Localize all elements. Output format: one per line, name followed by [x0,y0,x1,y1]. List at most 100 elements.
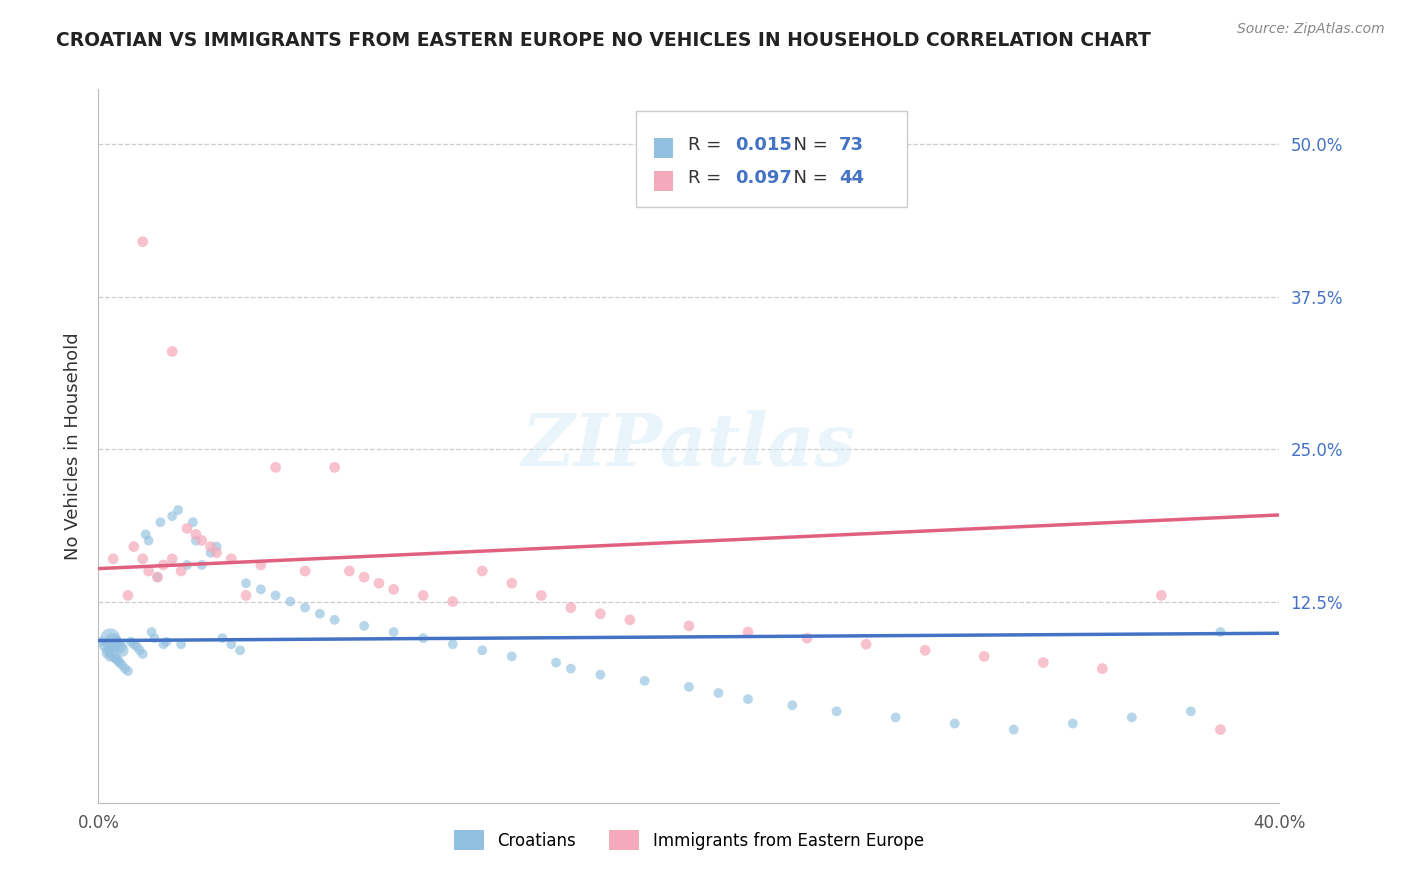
Point [132,647,155,661]
Point [152,637,174,651]
Point [560,600,582,615]
Point [162,344,183,359]
Point [170,564,193,578]
Point [176,521,198,535]
Point [98,649,121,664]
Point [678,680,700,694]
Point [339,564,361,578]
Point [200,540,222,554]
Point [1209,625,1232,640]
Point [412,631,434,645]
Point [280,594,302,608]
Point [90,634,112,648]
Point [138,533,160,548]
Point [1032,656,1054,670]
Point [105,652,128,666]
Point [530,589,553,603]
Point [353,570,375,584]
Point [117,664,139,678]
Point [235,576,257,591]
Point [382,625,405,640]
Text: N =: N = [782,136,834,153]
Point [128,643,150,657]
Point [103,649,125,664]
Point [737,625,759,640]
Point [149,515,172,529]
Point [501,649,523,664]
Point [181,515,204,529]
Point [211,631,233,645]
Point [105,637,128,651]
Point [96,643,118,657]
Point [707,686,730,700]
Point [589,667,612,681]
Point [191,533,214,548]
Text: R =: R = [688,169,727,187]
Point [96,646,118,660]
Point [122,540,145,554]
Point [170,637,193,651]
Point [125,640,148,654]
Point [1062,716,1084,731]
Point [132,551,155,566]
Point [167,503,190,517]
Point [108,656,131,670]
Point [141,625,163,640]
Point [105,652,128,666]
Point [323,460,346,475]
Point [205,540,228,554]
Point [353,619,375,633]
FancyBboxPatch shape [636,111,907,207]
Text: R =: R = [688,136,727,153]
Point [135,527,157,541]
Point [250,582,273,597]
Text: 73: 73 [839,136,863,153]
Y-axis label: No Vehicles in Household: No Vehicles in Household [63,332,82,560]
Point [943,716,966,731]
Point [162,551,183,566]
Point [235,589,257,603]
Point [1002,723,1025,737]
Point [1091,662,1114,676]
Point [294,564,316,578]
Bar [654,138,673,159]
Point [98,646,121,660]
Point [855,637,877,651]
Text: N =: N = [782,169,834,187]
Point [111,643,134,657]
Point [221,551,243,566]
Point [184,527,207,541]
Text: 0.015: 0.015 [735,136,792,153]
Point [501,576,523,591]
Point [155,634,177,648]
Text: 0.097: 0.097 [735,169,792,187]
Text: CROATIAN VS IMMIGRANTS FROM EASTERN EUROPE NO VEHICLES IN HOUSEHOLD CORRELATION : CROATIAN VS IMMIGRANTS FROM EASTERN EURO… [56,31,1152,50]
Point [205,546,228,560]
Point [108,640,131,654]
Point [108,654,131,668]
Point [412,589,434,603]
Point [93,640,115,654]
Point [162,509,183,524]
Point [323,613,346,627]
Point [634,673,657,688]
Point [619,613,641,627]
Bar [654,171,673,191]
Point [138,564,160,578]
Point [294,600,316,615]
Point [560,662,582,676]
Point [120,634,142,648]
Point [825,704,848,718]
Point [1150,589,1173,603]
Point [1180,704,1202,718]
Point [191,558,214,572]
Point [471,564,494,578]
Point [176,558,198,572]
Point [146,570,169,584]
Point [546,656,568,670]
Point [782,698,804,713]
Point [589,607,612,621]
Point [914,643,936,657]
Point [146,570,169,584]
Text: 44: 44 [839,169,863,187]
